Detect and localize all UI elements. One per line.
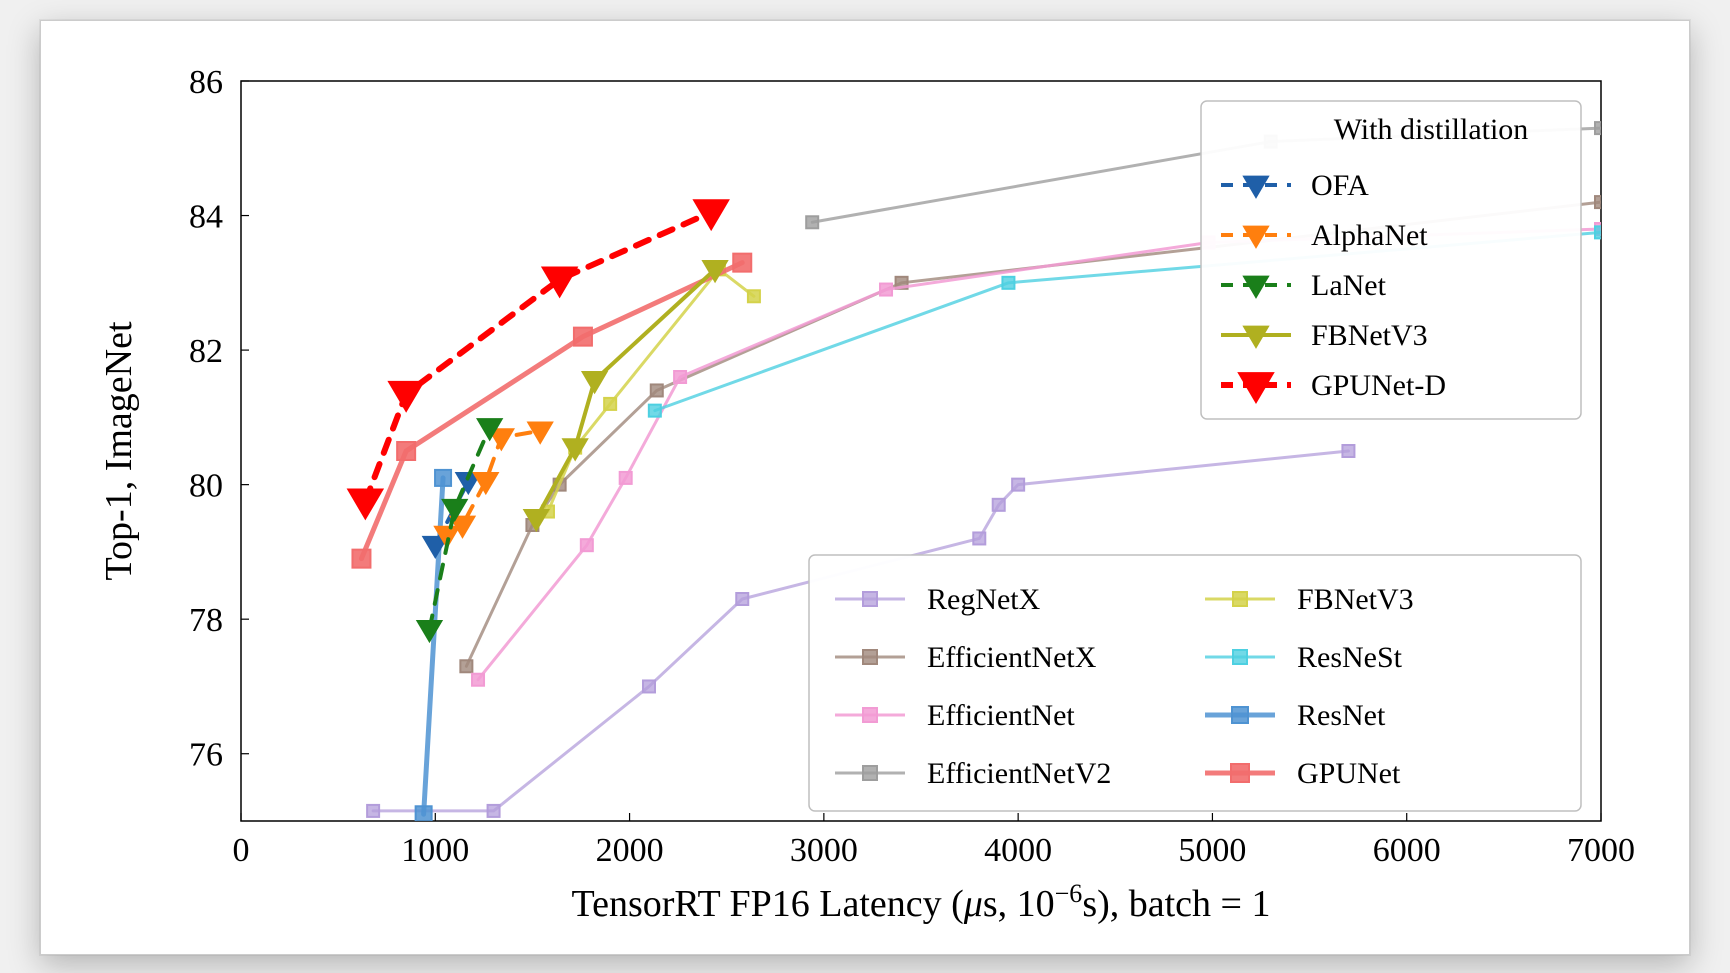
ytick-label: 76 bbox=[189, 737, 223, 774]
chart-card: 0 1000 2000 3000 4000 5000 6000 7000 76 78 80 82 84 8… bbox=[40, 20, 1690, 955]
ytick-label: 80 bbox=[189, 468, 223, 505]
legend2-item: EfficientNetV2 bbox=[927, 757, 1111, 790]
xtick-label: 0 bbox=[233, 832, 250, 869]
xtick-label: 2000 bbox=[596, 832, 664, 869]
y-axis-label: Top-1, ImageNet bbox=[98, 321, 140, 580]
xtick-label: 7000 bbox=[1567, 832, 1635, 869]
legend2-item: GPUNet bbox=[1297, 757, 1401, 790]
legend1-item: LaNet bbox=[1311, 269, 1387, 302]
ytick-label: 78 bbox=[189, 602, 223, 639]
legend2-item: EfficientNet bbox=[927, 699, 1075, 732]
legend2-item: ResNeSt bbox=[1297, 641, 1403, 674]
legend1-item: FBNetV3 bbox=[1311, 319, 1428, 352]
xtick-label: 3000 bbox=[790, 832, 858, 869]
legend-distillation: With distillation OFA AlphaNet LaNet FBNetV3… bbox=[1201, 101, 1581, 419]
x-axis-label: TensorRT FP16 Latency (μs, 10−6s), batch… bbox=[572, 879, 1271, 925]
legend2-item: ResNet bbox=[1297, 699, 1386, 732]
ytick-label: 84 bbox=[189, 199, 223, 236]
chart-svg: 0 1000 2000 3000 4000 5000 6000 7000 76 78 80 82 84 8… bbox=[41, 21, 1691, 956]
xtick-label: 5000 bbox=[1178, 832, 1246, 869]
xtick-label: 1000 bbox=[401, 832, 469, 869]
legend2-item: FBNetV3 bbox=[1297, 583, 1414, 616]
xtick-label: 4000 bbox=[984, 832, 1052, 869]
legend-baselines: RegNetX EfficientNetX EfficientNet Efficien… bbox=[809, 555, 1581, 811]
legend2-item: RegNetX bbox=[927, 583, 1041, 616]
legend1-title: With distillation bbox=[1334, 113, 1529, 146]
legend2-item: EfficientNetX bbox=[927, 641, 1097, 674]
legend1-item: AlphaNet bbox=[1311, 219, 1428, 252]
ytick-label: 82 bbox=[189, 333, 223, 370]
legend1-item: GPUNet-D bbox=[1311, 369, 1446, 402]
legend1-item: OFA bbox=[1311, 169, 1369, 202]
ytick-label: 86 bbox=[189, 64, 223, 101]
xtick-label: 6000 bbox=[1373, 832, 1441, 869]
